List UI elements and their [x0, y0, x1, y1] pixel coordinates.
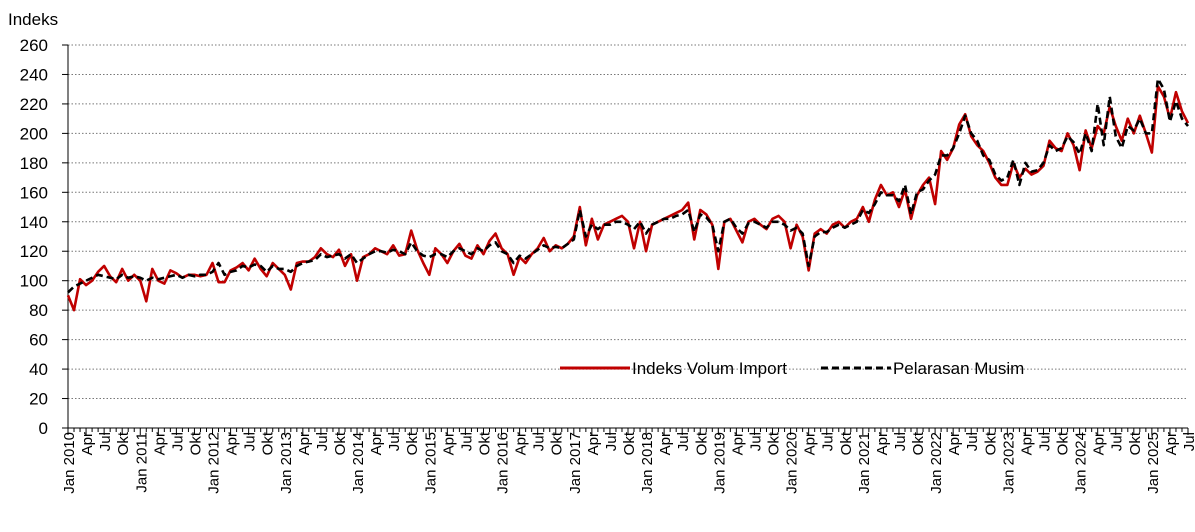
x-tick-label: Jul — [97, 432, 114, 451]
y-tick-label: 200 — [20, 124, 48, 143]
y-tick-label: 20 — [29, 390, 48, 409]
x-tick-label: Jul — [675, 432, 692, 451]
x-tick-label: Okt — [476, 431, 493, 455]
x-tick-label: Okt — [187, 431, 204, 455]
x-tick-label: Apr — [151, 432, 168, 455]
x-tick-label: Apr — [368, 432, 385, 455]
x-tick-label: Jul — [1109, 432, 1126, 451]
x-tick-label: Okt — [693, 431, 710, 455]
y-tick-label: 120 — [20, 242, 48, 261]
x-tick-label: Okt — [982, 431, 999, 455]
x-tick-label: Okt — [332, 431, 349, 455]
x-tick-label: Apr — [440, 432, 457, 455]
x-tick-label: Jan 2010 — [61, 432, 78, 494]
y-tick-label: 240 — [20, 65, 48, 84]
x-tick-label: Jan 2020 — [784, 432, 801, 494]
x-tick-label: Jan 2023 — [1000, 432, 1017, 494]
x-tick-label: Jan 2012 — [206, 432, 223, 494]
x-tick-label: Apr — [657, 432, 674, 455]
x-tick-label: Apr — [729, 432, 746, 455]
x-tick-label: Jul — [314, 432, 331, 451]
legend-label: Pelarasan Musim — [893, 359, 1024, 378]
x-tick-label: Jan 2022 — [928, 432, 945, 494]
x-tick-label: Jul — [892, 432, 909, 451]
x-tick-label: Jul — [1036, 432, 1053, 451]
x-tick-label: Jan 2011 — [133, 432, 150, 493]
series-line — [66, 84, 1190, 312]
x-tick-label: Jan 2013 — [278, 432, 295, 494]
x-tick-label: Jul — [169, 432, 186, 451]
x-tick-label: Jan 2021 — [856, 432, 873, 494]
x-tick-label: Jan 2016 — [495, 432, 512, 494]
y-tick-label: 180 — [20, 154, 48, 173]
y-tick-label: 160 — [20, 183, 48, 202]
x-tick-label: Okt — [549, 431, 566, 455]
x-tick-label: Apr — [224, 432, 241, 455]
x-tick-label: Jan 2024 — [1073, 432, 1090, 494]
x-tick-label: Jul — [964, 432, 981, 451]
x-tick-label: Okt — [910, 431, 927, 455]
y-tick-label: 40 — [29, 360, 48, 379]
y-tick-label: 260 — [20, 36, 48, 55]
x-tick-label: Apr — [874, 432, 891, 455]
legend-label: Indeks Volum Import — [632, 359, 787, 378]
x-tick-label: Jan 2014 — [350, 432, 367, 494]
x-tick-label: Apr — [802, 432, 819, 455]
x-tick-label: Okt — [260, 431, 277, 455]
x-tick-label: Jul — [386, 432, 403, 451]
x-tick-label: Apr — [513, 432, 530, 455]
x-tick-label: Jul — [747, 432, 764, 451]
y-tick-label: 80 — [29, 301, 48, 320]
x-tick-label: Jul — [1181, 432, 1195, 451]
x-tick-label: Okt — [766, 431, 783, 455]
x-tick-label: Jul — [458, 432, 475, 451]
x-tick-label: Okt — [404, 431, 421, 455]
x-tick-label: Jan 2018 — [639, 432, 656, 494]
series-line — [67, 77, 1190, 294]
x-tick-label: Apr — [1163, 432, 1180, 455]
x-tick-label: Apr — [946, 432, 963, 455]
x-tick-label: Jul — [820, 432, 837, 451]
x-tick-label: Jul — [242, 432, 259, 451]
y-tick-label: 60 — [29, 331, 48, 350]
y-tick-label: 0 — [39, 419, 48, 438]
x-tick-label: Apr — [1091, 432, 1108, 455]
x-tick-label: Okt — [115, 431, 132, 455]
x-tick-label: Apr — [296, 432, 313, 455]
x-tick-label: Jul — [603, 432, 620, 451]
x-tick-label: Jan 2017 — [567, 432, 584, 494]
x-tick-label: Apr — [1018, 432, 1035, 455]
x-tick-label: Jan 2019 — [711, 432, 728, 494]
y-tick-label: 140 — [20, 213, 48, 232]
x-tick-label: Apr — [585, 432, 602, 455]
y-tick-label: 100 — [20, 272, 48, 291]
x-tick-label: Jan 2015 — [422, 432, 439, 494]
x-tick-label: Okt — [1127, 431, 1144, 455]
x-tick-label: Okt — [1055, 431, 1072, 455]
x-tick-label: Okt — [621, 431, 638, 455]
x-tick-label: Okt — [838, 431, 855, 455]
x-tick-label: Apr — [79, 432, 96, 455]
x-tick-label: Jul — [531, 432, 548, 451]
y-tick-label: 220 — [20, 95, 48, 114]
x-tick-label: Jan 2025 — [1145, 432, 1162, 494]
y-axis-title: Indeks — [8, 10, 58, 29]
